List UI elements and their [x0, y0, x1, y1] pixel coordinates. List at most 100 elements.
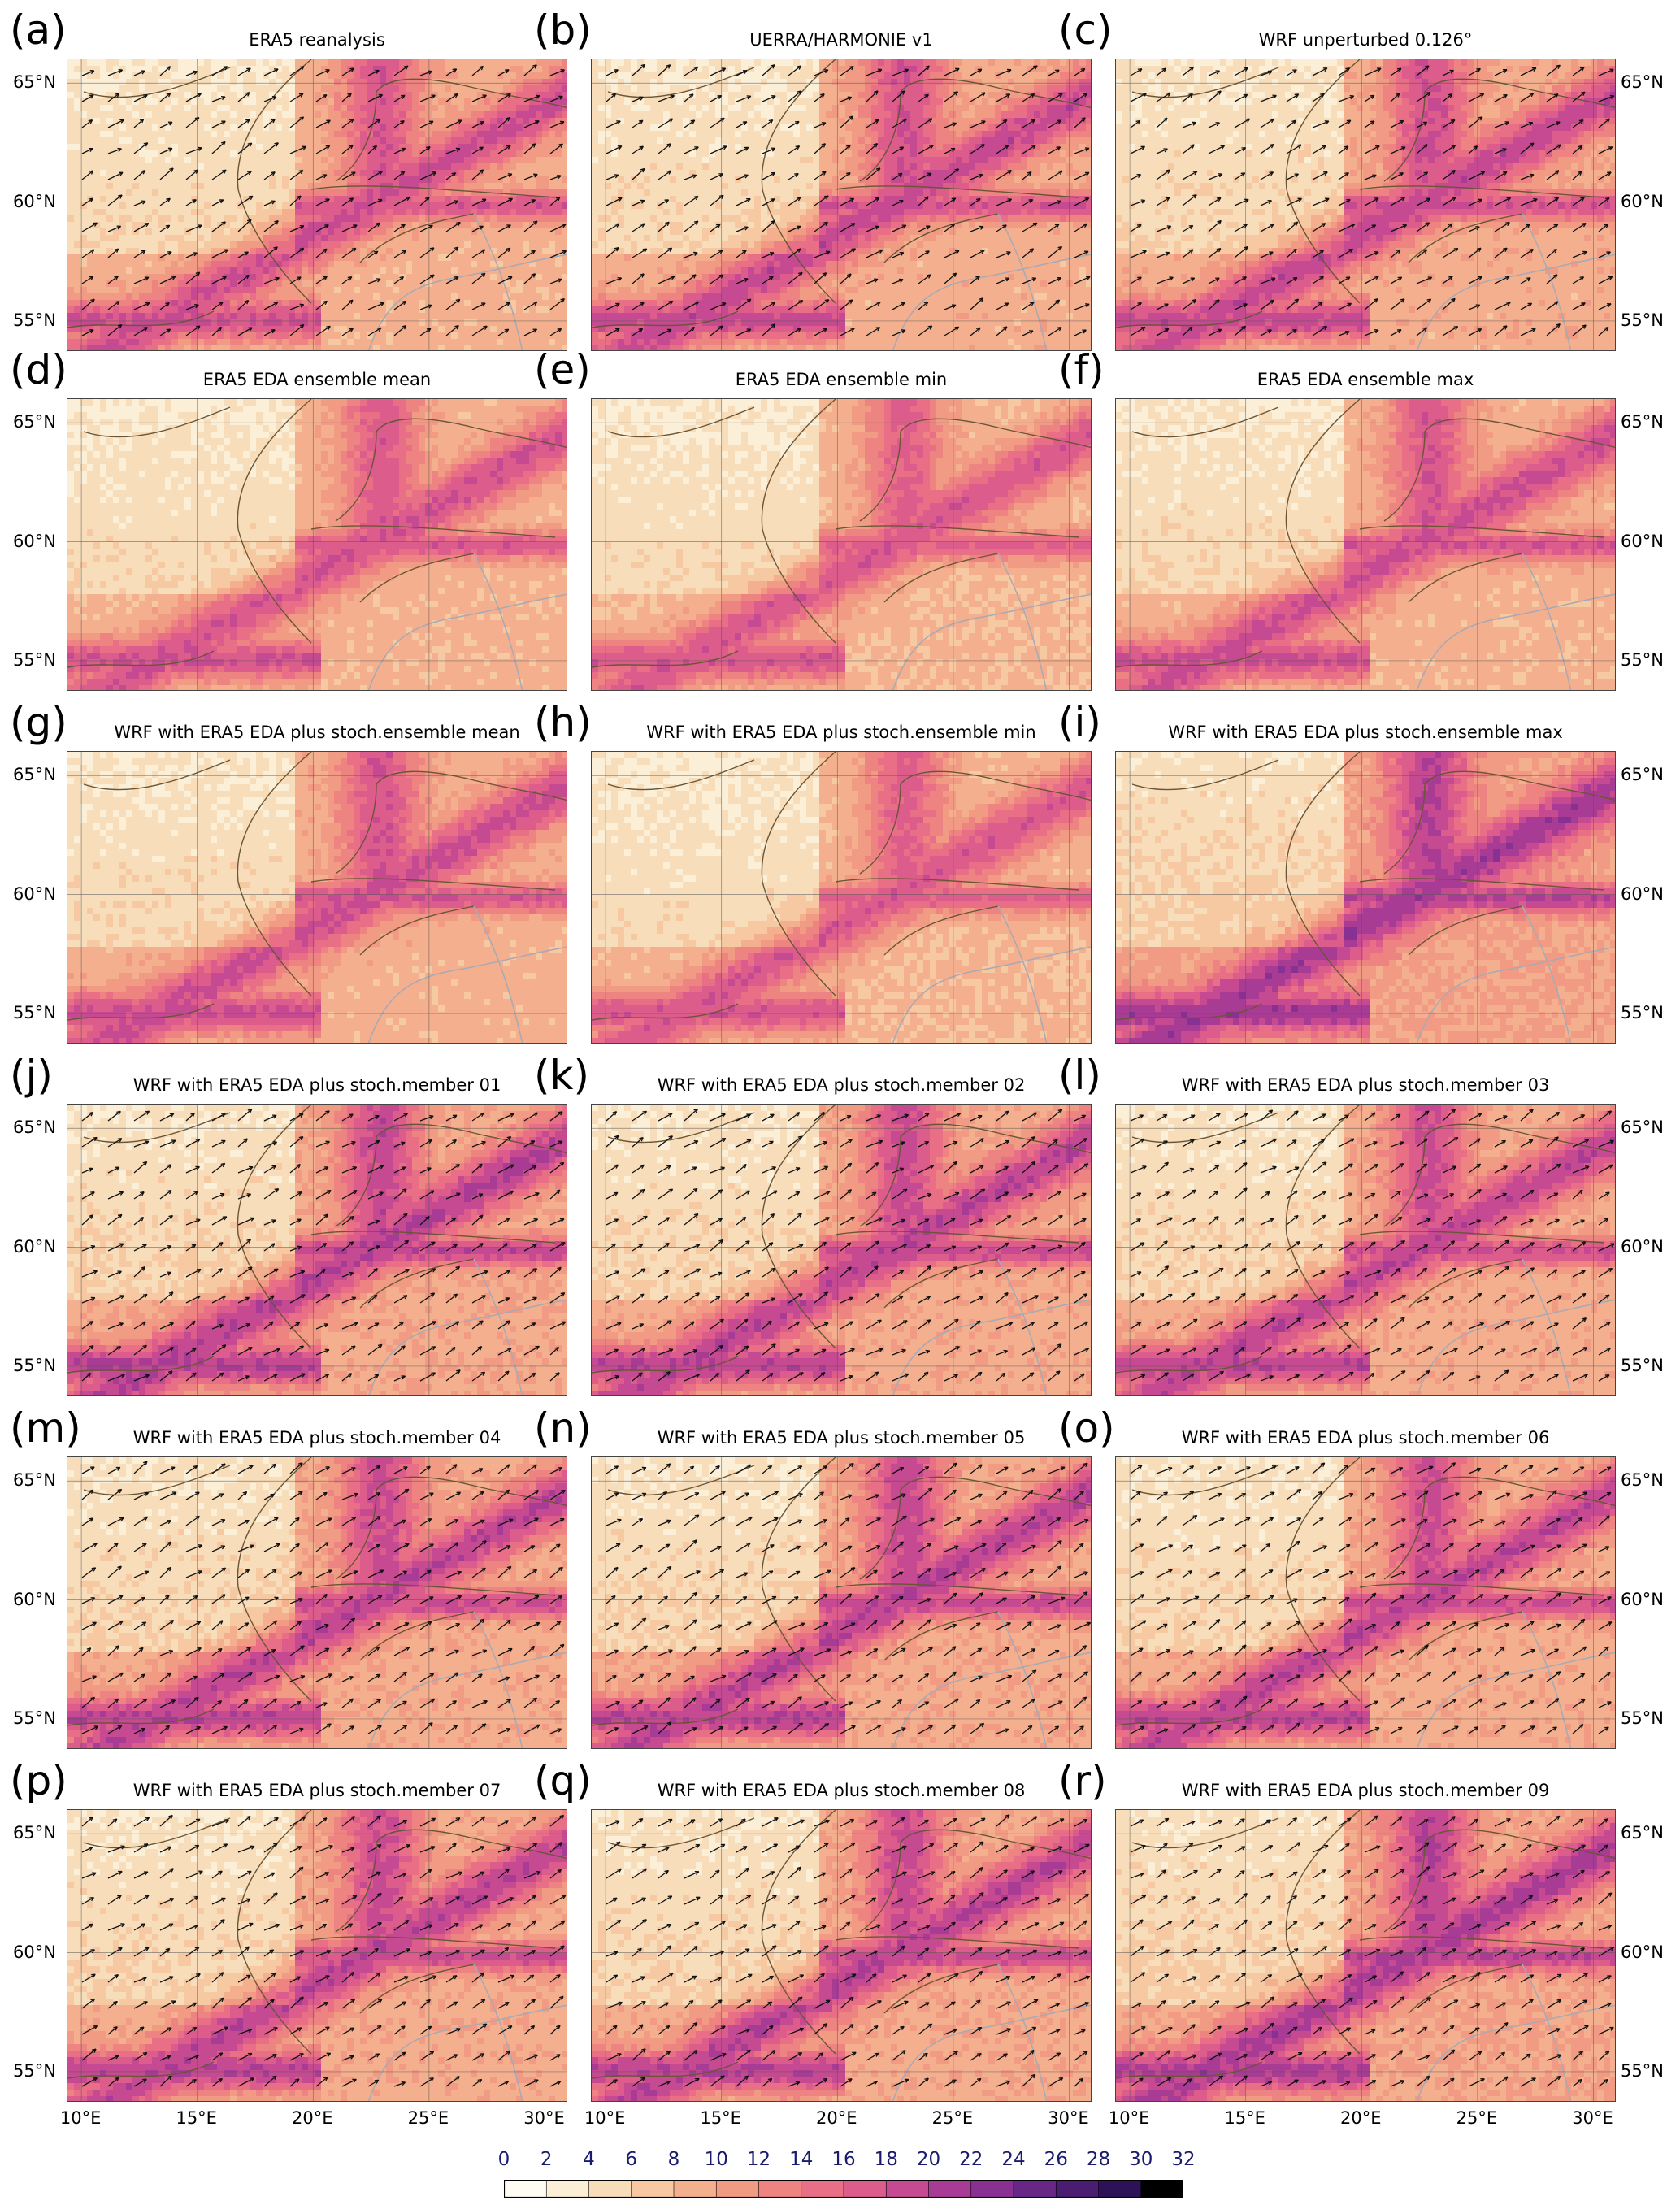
field-cell — [503, 79, 510, 86]
field-cell — [793, 124, 801, 132]
field-cell — [256, 261, 263, 268]
field-cell — [178, 183, 185, 190]
field-cell — [380, 176, 387, 184]
field-cell — [930, 150, 937, 158]
field-cell — [425, 202, 432, 210]
field-cell — [243, 228, 250, 236]
field-cell — [211, 189, 218, 197]
field-cell — [380, 287, 387, 294]
field-cell — [224, 267, 231, 275]
field-cell — [471, 131, 478, 138]
field-cell — [477, 137, 484, 145]
field-cell — [119, 300, 127, 307]
field-cell — [982, 105, 989, 112]
field-cell — [832, 150, 840, 158]
field-cell — [529, 280, 536, 288]
field-cell — [354, 118, 361, 125]
field-cell — [516, 157, 523, 164]
field-cell — [510, 157, 517, 164]
field-cell — [484, 228, 491, 236]
field-cell — [988, 98, 996, 106]
field-cell — [839, 137, 846, 145]
field-cell — [334, 300, 341, 307]
field-cell — [165, 98, 172, 106]
field-cell — [380, 131, 387, 138]
field-cell — [897, 79, 905, 86]
field-cell — [845, 157, 853, 164]
field-cell — [995, 92, 1002, 99]
field-cell — [263, 215, 270, 223]
field-cell — [198, 332, 205, 340]
field-cell — [484, 339, 491, 346]
field-cell — [360, 59, 367, 67]
field-cell — [709, 59, 716, 67]
field-cell — [728, 131, 736, 138]
field-cell — [74, 287, 81, 294]
field-cell — [360, 189, 367, 197]
field-cell — [936, 59, 944, 67]
field-cell — [158, 59, 166, 67]
field-cell — [171, 72, 179, 80]
field-cell — [113, 202, 120, 210]
field-cell — [230, 274, 237, 281]
field-cell — [406, 150, 413, 158]
field-cell — [171, 66, 179, 73]
field-cell — [438, 313, 445, 320]
field-cell — [1060, 72, 1067, 80]
field-cell — [354, 105, 361, 112]
field-cell — [132, 313, 140, 320]
field-cell — [975, 98, 983, 106]
field-cell — [282, 59, 289, 67]
field-cell — [1008, 79, 1015, 86]
field-cell — [406, 163, 413, 171]
field-cell — [975, 72, 983, 80]
field-cell — [728, 137, 736, 145]
field-cell — [1014, 111, 1022, 119]
field-cell — [650, 118, 658, 125]
field-cell — [152, 261, 159, 268]
field-cell — [269, 267, 276, 275]
field-cell — [302, 287, 309, 294]
field-cell — [341, 261, 348, 268]
field-cell — [445, 293, 452, 301]
field-cell — [100, 72, 107, 80]
field-cell — [988, 131, 996, 138]
field-cell — [624, 131, 632, 138]
field-cell — [145, 287, 153, 294]
field-cell — [1040, 105, 1048, 112]
field-cell — [696, 98, 703, 106]
field-cell — [542, 79, 549, 86]
field-cell — [536, 267, 543, 275]
field-cell — [113, 183, 120, 190]
field-cell — [477, 235, 484, 242]
field-cell — [936, 98, 944, 106]
field-cell — [1066, 105, 1074, 112]
field-cell — [936, 144, 944, 151]
field-cell — [328, 79, 335, 86]
field-cell — [598, 137, 606, 145]
field-cell — [198, 319, 205, 327]
field-cell — [328, 105, 335, 112]
field-cell — [458, 261, 465, 268]
field-cell — [373, 163, 380, 171]
field-cell — [425, 319, 432, 327]
field-cell — [308, 163, 315, 171]
field-cell — [334, 235, 341, 242]
field-cell — [562, 183, 567, 190]
field-cell — [230, 287, 237, 294]
field-cell — [529, 313, 536, 320]
field-cell — [119, 111, 127, 119]
field-cell — [962, 92, 970, 99]
field-cell — [412, 235, 419, 242]
field-cell — [676, 118, 684, 125]
field-cell — [113, 339, 120, 346]
field-cell — [256, 196, 263, 203]
field-cell — [484, 202, 491, 210]
field-cell — [217, 241, 224, 249]
field-cell — [663, 137, 671, 145]
field-cell — [289, 105, 296, 112]
field-cell — [126, 313, 133, 320]
field-cell — [347, 215, 354, 223]
field-cell — [923, 131, 931, 138]
field-cell — [93, 300, 101, 307]
